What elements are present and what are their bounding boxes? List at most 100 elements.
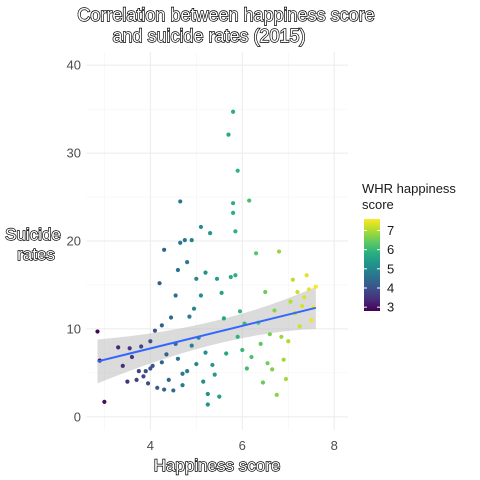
data-point	[286, 339, 291, 344]
legend-tick-label: 6	[387, 242, 394, 257]
data-point	[210, 362, 215, 368]
data-point	[219, 290, 224, 295]
data-point	[224, 351, 229, 356]
data-point	[217, 394, 222, 399]
data-point	[221, 316, 226, 321]
data-point	[233, 229, 238, 234]
data-point	[230, 210, 236, 215]
data-point	[260, 380, 266, 385]
data-point	[240, 347, 245, 353]
data-point	[180, 383, 185, 388]
data-point	[180, 371, 185, 376]
data-point	[272, 308, 277, 313]
data-point	[208, 230, 213, 236]
x-axis-ticks: 4 6 8	[147, 438, 338, 453]
data-point	[159, 360, 164, 365]
data-point	[244, 366, 249, 371]
y-axis-ticks: 0 10 20 30 40	[67, 58, 81, 425]
x-tick-label: 8	[331, 438, 338, 453]
y-axis-label-line-1: Suicide	[5, 225, 61, 244]
data-point	[168, 315, 174, 320]
data-point	[226, 132, 231, 137]
data-point	[162, 247, 167, 252]
data-point	[233, 273, 238, 278]
x-tick-label: 6	[239, 438, 246, 453]
legend-title-line-2: score	[362, 197, 394, 212]
data-point	[205, 402, 210, 407]
data-point	[198, 293, 204, 298]
grid-lines	[86, 52, 348, 430]
data-point	[171, 388, 176, 393]
data-point	[265, 361, 270, 366]
legend-tick-label: 3	[387, 300, 394, 315]
legend-color-bar	[364, 219, 380, 311]
chart-title-line-2: and suicide rates (2015)	[112, 26, 305, 46]
data-point	[139, 344, 144, 349]
data-point	[194, 276, 199, 281]
data-point	[175, 356, 181, 361]
data-point	[178, 240, 183, 245]
data-point	[253, 251, 259, 256]
data-point	[155, 385, 160, 390]
data-point	[189, 343, 194, 348]
data-point	[189, 238, 194, 243]
data-point	[263, 289, 268, 295]
y-tick-label: 40	[67, 58, 81, 73]
legend-title-line-1: WHR happiness	[362, 181, 456, 196]
data-point	[276, 249, 282, 254]
trend-line	[97, 306, 317, 363]
data-point	[230, 109, 236, 114]
data-point	[279, 334, 284, 339]
data-point	[274, 392, 279, 397]
data-point	[201, 379, 206, 384]
data-point	[95, 329, 100, 334]
data-point	[270, 367, 275, 372]
data-point	[127, 346, 132, 351]
data-point	[185, 259, 190, 265]
data-point	[237, 309, 243, 314]
data-point	[148, 339, 153, 344]
x-tick-label: 4	[147, 438, 154, 453]
data-point	[212, 372, 217, 377]
chart-title-line-1: Correlation between happiness score	[77, 5, 374, 25]
data-point	[191, 306, 197, 311]
color-legend: WHR happiness score 3 4 5 6 7	[362, 181, 456, 315]
data-point	[258, 341, 263, 346]
data-point	[281, 357, 286, 362]
data-point	[205, 391, 210, 397]
data-point	[173, 293, 178, 298]
data-point	[247, 198, 252, 203]
data-point	[187, 314, 192, 319]
legend-tick-label: 7	[387, 223, 394, 238]
data-point	[302, 295, 307, 300]
data-point	[249, 354, 254, 360]
data-point	[120, 363, 125, 368]
data-point	[295, 289, 300, 295]
data-point	[145, 381, 151, 386]
data-point	[166, 377, 171, 382]
data-point	[141, 374, 146, 379]
legend-ticks: 3 4 5 6 7	[364, 223, 394, 315]
data-point	[203, 350, 208, 355]
data-point	[116, 345, 121, 350]
data-point	[194, 361, 199, 367]
data-point	[159, 323, 164, 328]
data-point	[182, 238, 187, 243]
data-point	[136, 369, 141, 374]
data-point	[185, 369, 190, 374]
data-point	[283, 376, 289, 382]
y-tick-label: 20	[67, 234, 81, 249]
data-point	[125, 379, 130, 384]
trend-line-group	[97, 306, 317, 363]
data-point	[143, 369, 148, 374]
data-point	[290, 277, 295, 282]
y-tick-label: 30	[67, 146, 81, 161]
data-point	[309, 318, 314, 323]
data-point	[203, 270, 208, 275]
data-point	[313, 284, 318, 289]
data-point	[134, 377, 139, 382]
data-point	[157, 281, 162, 286]
legend-tick-label: 4	[387, 281, 394, 296]
data-point	[162, 387, 167, 392]
